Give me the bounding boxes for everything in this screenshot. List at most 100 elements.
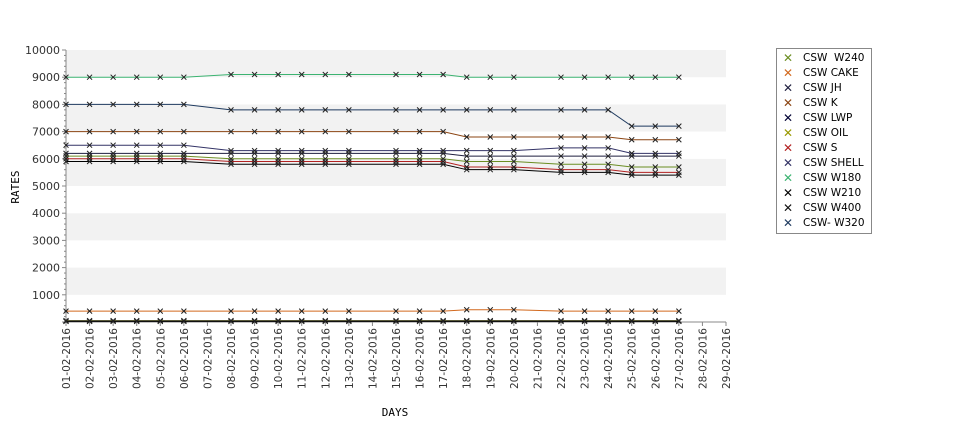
data-point: [605, 106, 611, 113]
point-mark: [511, 134, 517, 140]
point-mark: [416, 128, 423, 135]
data-point: [440, 161, 446, 168]
point-mark: [181, 150, 187, 157]
x-tick-label: 13-02-2016: [344, 328, 356, 389]
data-point: [110, 318, 116, 325]
data-point: [322, 308, 329, 314]
data-point: [463, 306, 470, 313]
data-point: [346, 71, 352, 78]
data-point: [63, 101, 69, 108]
point-mark: [558, 145, 564, 151]
point-mark: [393, 161, 399, 168]
grid-band: [66, 50, 726, 78]
point-mark: [110, 101, 116, 108]
point-mark: [133, 142, 140, 149]
point-mark: [487, 134, 494, 140]
legend-item: ✕ CSW- W320: [777, 216, 871, 231]
point-mark: [628, 172, 635, 178]
data-point: [605, 161, 611, 168]
data-point: [110, 101, 116, 108]
point-mark: [228, 161, 234, 168]
point-mark: [463, 318, 470, 325]
data-point: [110, 158, 116, 165]
data-point: [393, 71, 399, 78]
data-point: [463, 153, 470, 159]
data-point: [393, 106, 399, 113]
data-point: [228, 308, 234, 314]
point-mark: [676, 308, 682, 314]
legend-label: CSW K: [803, 97, 838, 109]
grid-bands: [66, 50, 726, 322]
data-point: [558, 169, 564, 176]
point-mark: [440, 308, 446, 314]
point-mark: [463, 153, 470, 159]
data-point: [133, 308, 140, 314]
point-mark: [676, 150, 682, 157]
point-mark: [86, 308, 93, 314]
data-point: [511, 147, 517, 154]
data-point: [487, 134, 494, 140]
point-mark: [322, 161, 329, 168]
data-point: [676, 136, 682, 143]
data-point: [86, 101, 93, 108]
point-mark: [157, 318, 164, 325]
data-point: [511, 166, 517, 173]
data-point: [605, 145, 611, 151]
point-mark: [463, 306, 470, 313]
point-mark: [228, 308, 234, 314]
point-mark: [322, 128, 329, 135]
legend-label: CSW W240: [803, 52, 865, 64]
data-point: [298, 308, 305, 314]
point-mark: [440, 71, 446, 78]
point-mark: [440, 318, 446, 325]
point-mark: [511, 74, 517, 81]
legend-label: CSW W210: [803, 187, 862, 199]
point-mark: [393, 147, 399, 154]
data-point: [628, 172, 635, 178]
point-mark: [181, 308, 187, 314]
x-tick-label: 04-02-2016: [132, 328, 144, 389]
point-mark: [298, 106, 305, 113]
data-point: [416, 106, 423, 113]
data-point: [416, 147, 423, 154]
data-point: [86, 150, 93, 157]
data-point: [628, 136, 635, 143]
point-mark: [605, 134, 611, 140]
data-point: [605, 134, 611, 140]
point-mark: [251, 147, 258, 154]
data-point: [440, 308, 446, 314]
point-mark: [181, 318, 187, 325]
point-mark: [181, 101, 187, 108]
series-line: [66, 152, 679, 157]
data-point: [416, 71, 423, 78]
data-point: [133, 101, 140, 108]
point-mark: [416, 161, 423, 168]
point-mark: [157, 308, 164, 314]
data-point: [275, 161, 281, 168]
point-mark: [133, 158, 140, 165]
point-mark: [346, 106, 352, 113]
data-point: [487, 147, 494, 154]
point-mark: [346, 161, 352, 168]
data-point: [86, 142, 93, 149]
series-line: [66, 73, 679, 78]
legend-marker-icon: ✕: [782, 81, 794, 95]
point-mark: [181, 142, 187, 149]
data-point: [487, 153, 494, 159]
data-point: [511, 106, 517, 113]
x-axis-label: DAYS: [382, 406, 409, 419]
x-tick-label: 20-02-2016: [509, 328, 521, 389]
legend-marker-icon: ✕: [782, 66, 794, 80]
point-mark: [487, 106, 494, 113]
point-mark: [298, 71, 305, 78]
point-mark: [228, 147, 234, 154]
data-point: [322, 71, 329, 78]
data-point: [275, 106, 281, 113]
point-mark: [676, 164, 682, 170]
data-point: [581, 169, 588, 176]
data-point: [228, 161, 234, 168]
point-mark: [511, 153, 517, 159]
point-mark: [628, 164, 635, 170]
data-point: [463, 147, 470, 154]
data-point: [393, 147, 399, 154]
